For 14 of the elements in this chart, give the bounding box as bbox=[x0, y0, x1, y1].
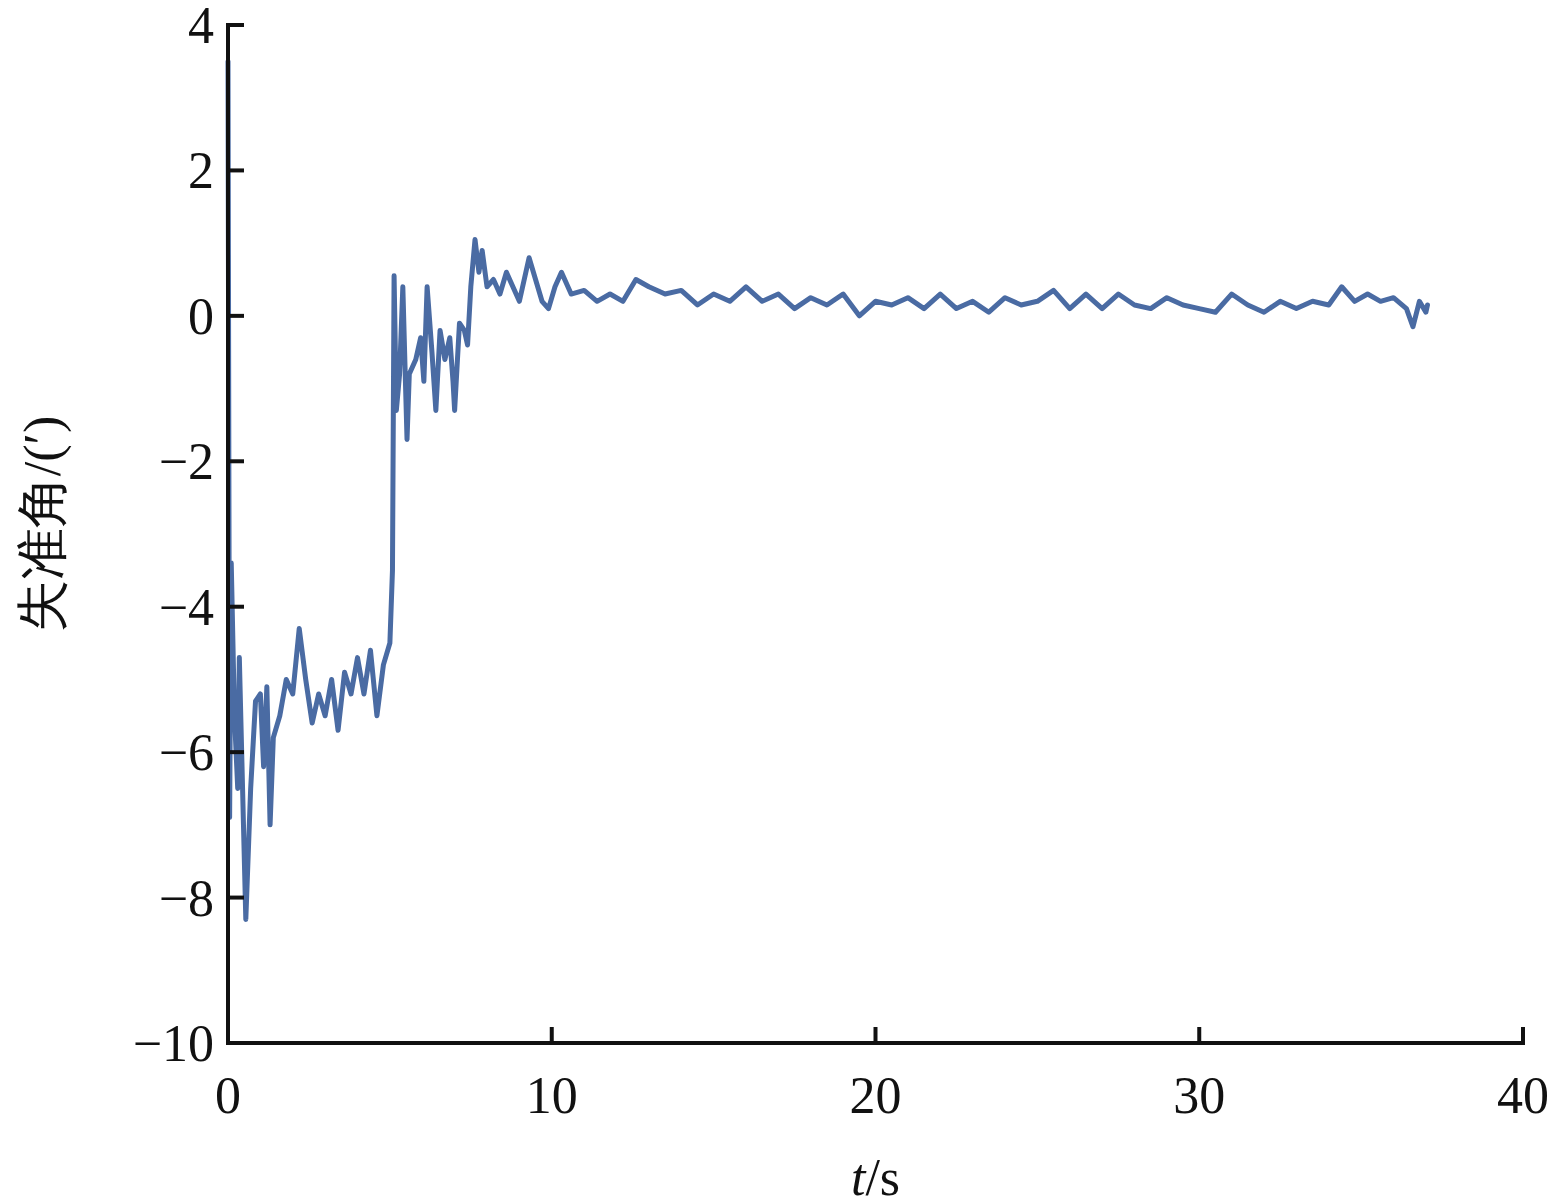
y-tick-label: −2 bbox=[158, 433, 214, 491]
x-tick-label: 30 bbox=[1173, 1067, 1226, 1124]
x-tick-label: 10 bbox=[525, 1067, 578, 1124]
x-axis-title: t/s bbox=[850, 1149, 901, 1203]
y-axis-title: 失准角/(′) bbox=[14, 415, 72, 633]
y-tick-label: 4 bbox=[188, 0, 214, 54]
x-tick-label: 40 bbox=[1497, 1067, 1549, 1124]
y-tick-label: 0 bbox=[188, 287, 214, 345]
y-tick-label: −10 bbox=[132, 1015, 214, 1072]
y-tick-label: 2 bbox=[188, 142, 214, 200]
y-tick-label: −4 bbox=[158, 578, 214, 636]
y-tick-label: −6 bbox=[158, 724, 214, 782]
y-tick-label: −8 bbox=[158, 869, 214, 927]
x-tick-label: 20 bbox=[849, 1067, 902, 1124]
